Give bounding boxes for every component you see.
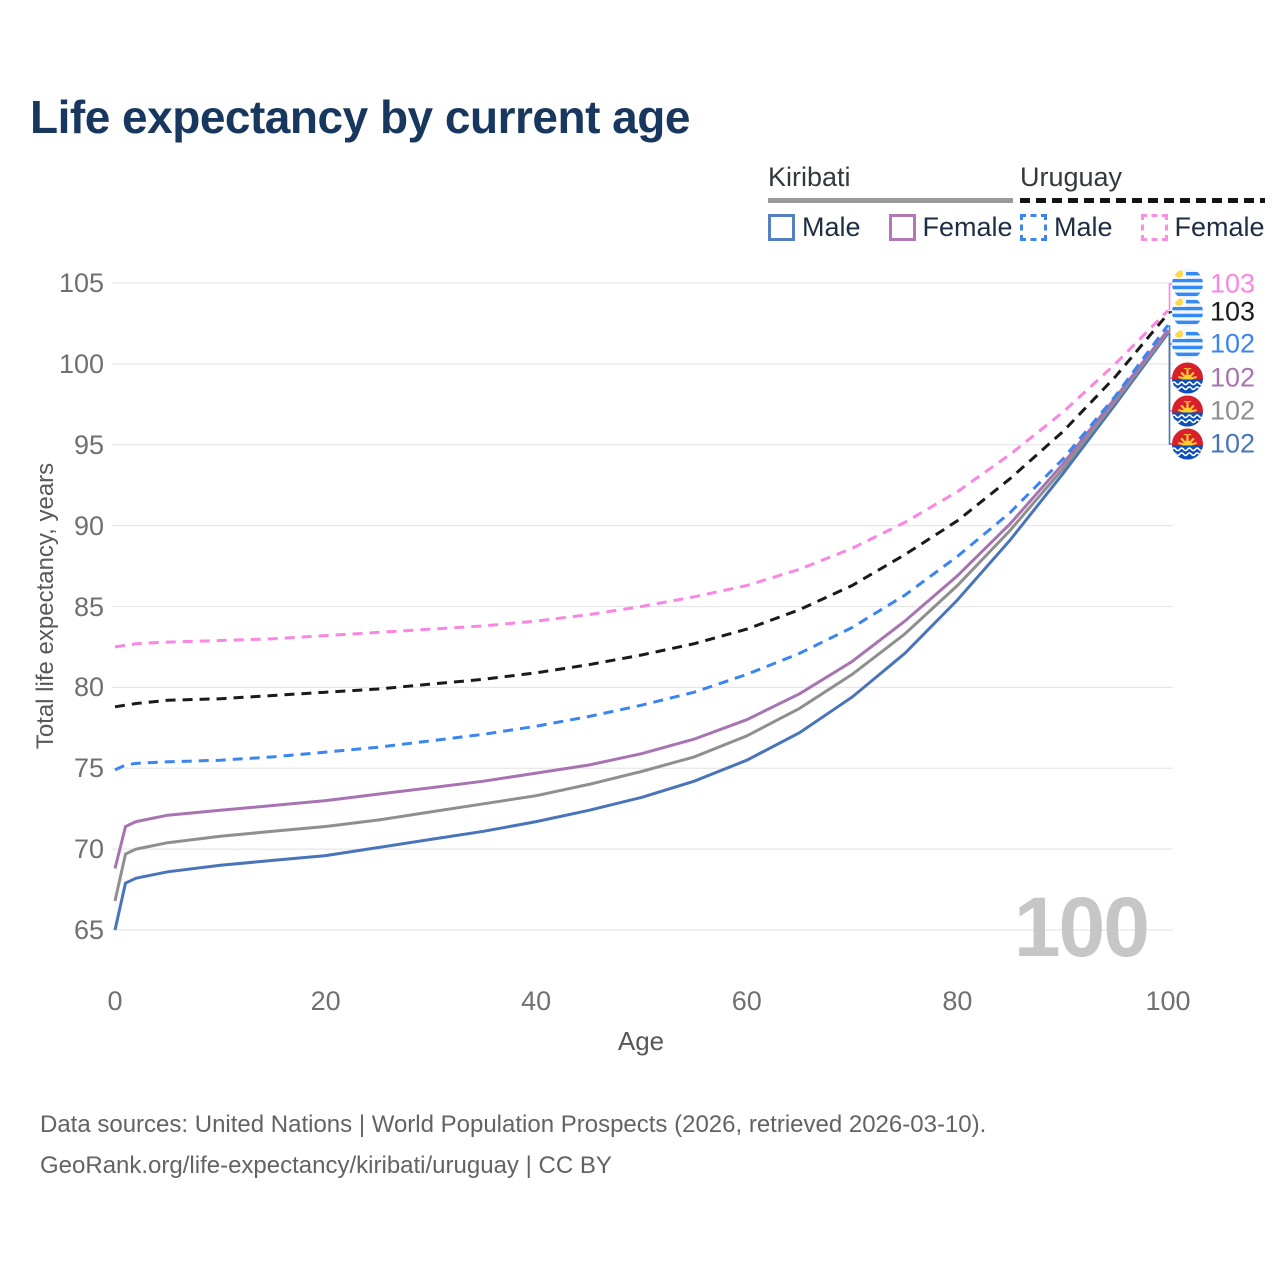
legend-item-kiribati-female[interactable]: Female	[888, 212, 1013, 243]
x-axis-title: Age	[617, 1026, 665, 1056]
legend-label: Male	[802, 212, 861, 242]
y-tick-label: 100	[58, 348, 104, 379]
series-line-uruguay-female	[114, 309, 1170, 649]
y-tick-label: 80	[73, 672, 104, 703]
y-tick-label: 95	[73, 429, 104, 460]
uruguay-flag-icon	[1172, 296, 1203, 328]
y-tick-label: 65	[73, 915, 104, 945]
uruguay-female-swatch-icon	[1140, 214, 1168, 241]
kiribati-flag-icon	[1172, 428, 1203, 460]
series-line-kiribati-total	[113, 330, 1170, 902]
uruguay-flag-icon	[1172, 328, 1203, 360]
x-tick-label: 100	[1145, 986, 1191, 1016]
legend-header-kiribati: Kiribati	[768, 162, 851, 192]
legend-label: Female	[922, 212, 1013, 242]
legend-label: Male	[1054, 212, 1113, 242]
kiribati-male-swatch-icon	[768, 214, 795, 241]
series-end-label-kiribati-female: 102	[1172, 362, 1256, 394]
x-tick-label: 60	[731, 986, 762, 1016]
series-line-uruguay-total	[114, 312, 1170, 709]
x-tick-label: 80	[942, 986, 973, 1016]
end-label-value: 102	[1210, 328, 1256, 359]
end-label-value: 102	[1210, 362, 1256, 393]
attribution-text: GeoRank.org/life-expectancy/kiribati/uru…	[40, 1152, 612, 1179]
uruguay-total-line-key	[1020, 198, 1265, 203]
series-end-label-uruguay-female: 103	[1172, 268, 1256, 300]
y-tick-label: 85	[73, 591, 104, 622]
y-tick-label: 90	[73, 510, 104, 541]
y-tick-label: 75	[73, 753, 104, 784]
series-line-kiribati-female	[113, 328, 1170, 869]
legend-item-kiribati-male[interactable]: Male	[768, 212, 861, 243]
uruguay-flag-icon	[1172, 268, 1203, 300]
page-title: Life expectancy by current age	[30, 91, 690, 143]
legend-header-uruguay: Uruguay	[1020, 162, 1123, 192]
x-tick-label: 40	[521, 986, 552, 1016]
y-tick-label: 105	[58, 268, 104, 298]
x-tick-label: 0	[107, 986, 123, 1016]
series-end-label-kiribati-total: 102	[1172, 395, 1256, 427]
end-label-value: 102	[1210, 428, 1256, 459]
series-end-label-uruguay-male: 102	[1172, 328, 1256, 360]
legend-item-uruguay-female[interactable]: Female	[1140, 212, 1265, 243]
x-tick-label: 20	[310, 986, 341, 1016]
age-counter-watermark: 100	[1014, 880, 1148, 974]
uruguay-male-swatch-icon	[1020, 214, 1047, 241]
legend-label: Female	[1174, 212, 1265, 242]
kiribati-female-swatch-icon	[888, 214, 916, 241]
kiribati-total-line-key	[768, 198, 1013, 203]
series-line-uruguay-male	[114, 324, 1170, 772]
footer: Data sources: United Nations | World Pop…	[40, 1104, 986, 1186]
data-source-text: Data sources: United Nations | World Pop…	[40, 1111, 987, 1138]
end-label-value: 103	[1210, 296, 1256, 327]
kiribati-flag-icon	[1172, 395, 1203, 427]
legend-group-kiribati: Kiribati Male Female	[768, 162, 1013, 243]
legend-group-uruguay: Uruguay Male Female	[1020, 162, 1265, 243]
end-label-value: 102	[1210, 395, 1256, 426]
y-tick-label: 70	[73, 834, 104, 865]
series-end-label-uruguay-total: 103	[1172, 296, 1256, 328]
end-label-value: 103	[1210, 268, 1256, 299]
series-end-label-kiribati-male: 102	[1172, 428, 1256, 460]
series-line-kiribati-male	[113, 332, 1170, 931]
legend-item-uruguay-male[interactable]: Male	[1020, 212, 1113, 243]
kiribati-flag-icon	[1172, 362, 1203, 394]
